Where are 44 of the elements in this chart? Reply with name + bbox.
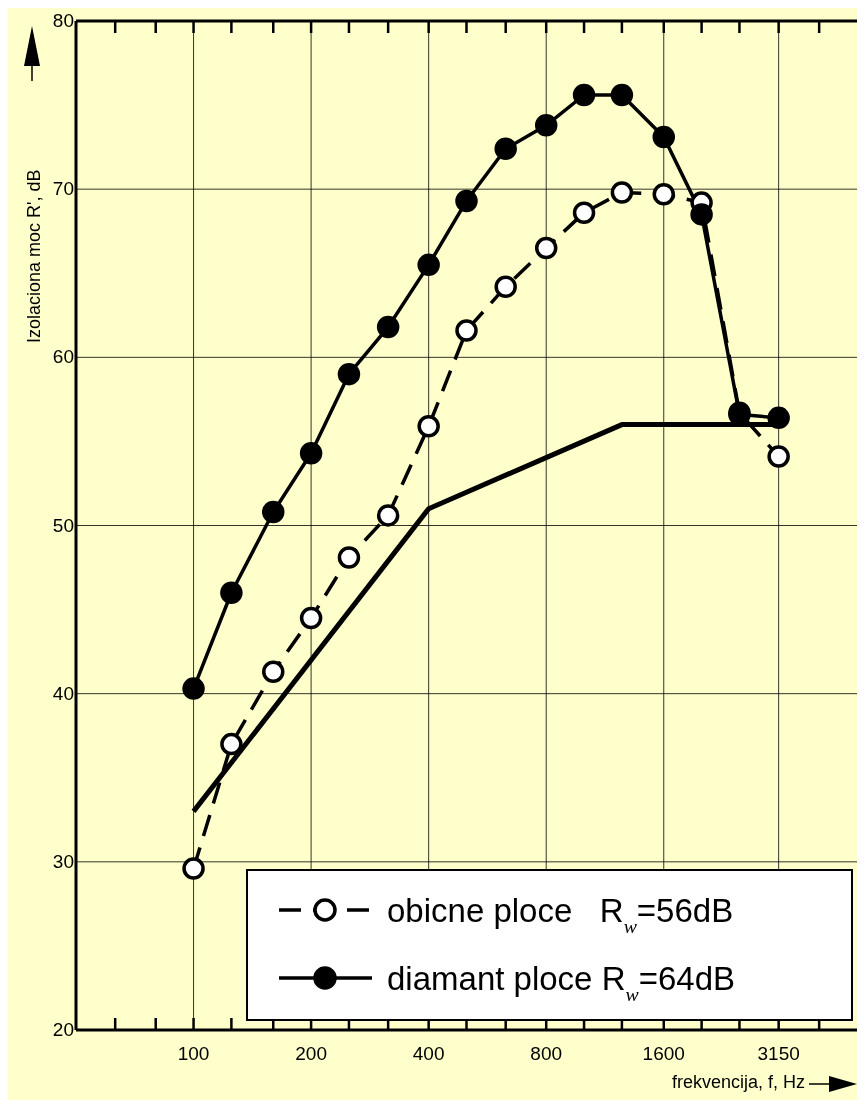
point: [494, 275, 517, 298]
point: [572, 83, 596, 107]
legend-label: obicne ploce R$_{w}$=56dB: [387, 892, 734, 937]
point: [417, 415, 440, 438]
point: [262, 660, 285, 684]
point: [337, 546, 361, 569]
point: [417, 253, 440, 277]
x-tick-label: 3150: [757, 1043, 800, 1064]
y-tick-label: 60: [52, 346, 74, 368]
point: [299, 441, 323, 465]
point: [262, 500, 285, 524]
point: [610, 83, 634, 107]
point: [455, 319, 478, 342]
point: [220, 732, 243, 756]
point: [767, 406, 790, 430]
point: [455, 189, 478, 213]
x-tick-label: 400: [412, 1043, 445, 1064]
x-tick-label: 100: [177, 1043, 210, 1064]
point: [376, 315, 400, 339]
point: [182, 677, 205, 700]
y-tick-label: 80: [52, 10, 74, 31]
point: [299, 606, 323, 630]
point: [534, 236, 558, 260]
x-axis-title: frekvencija, f, Hz: [671, 1072, 805, 1092]
x-tick-label: 1600: [642, 1043, 685, 1064]
y-tick-label: 40: [52, 682, 74, 704]
point: [767, 445, 790, 468]
x-tick-label: 200: [295, 1043, 327, 1064]
x-tick-label: 800: [530, 1043, 563, 1064]
point: [337, 362, 361, 386]
y-axis-title: Izolaciona moc R', dB: [24, 169, 44, 343]
point: [572, 201, 596, 224]
point: [376, 504, 400, 527]
y-tick-label: 30: [52, 850, 74, 872]
y-tick-label: 50: [52, 514, 74, 536]
point: [534, 114, 558, 137]
point: [690, 203, 713, 226]
legend-label: diamant ploce R$_{w}$=64dB: [387, 960, 736, 1005]
point: [494, 137, 517, 161]
point: [182, 857, 205, 880]
point: [220, 581, 243, 605]
point: [610, 181, 634, 204]
y-tick-label: 20: [52, 1019, 74, 1040]
y-tick-label: 70: [52, 178, 74, 200]
